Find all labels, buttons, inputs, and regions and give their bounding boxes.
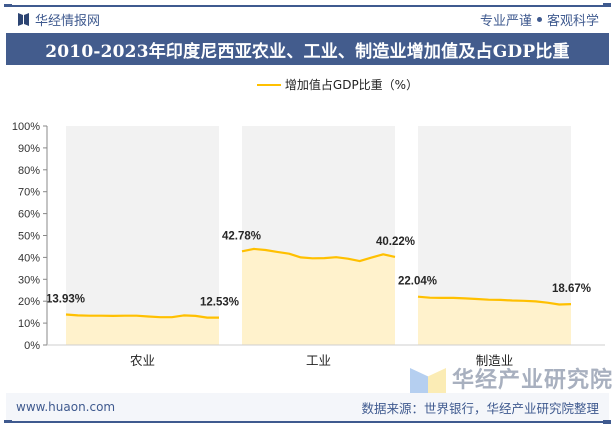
y-tick-label: 30% <box>18 274 40 286</box>
data-line <box>417 295 572 306</box>
bottom-border-line <box>4 420 611 424</box>
y-tick-label: 70% <box>18 187 40 199</box>
y-tick-label: 50% <box>18 231 40 243</box>
data-label: 40.22% <box>376 236 415 248</box>
data-label: 42.78% <box>222 230 261 242</box>
y-tick-label: 60% <box>18 209 40 221</box>
data-line <box>65 313 219 319</box>
y-axis: 0% 10% 20% 30% 40% 50% 60% 70% 80% 90% 100% <box>12 121 605 352</box>
bullet-dot-icon <box>536 17 542 22</box>
data-source: 数据来源：世界银行，华经产业研究院整理 <box>361 400 599 416</box>
page-header: 华经情报网 专业严谨 客观科学 <box>6 7 609 32</box>
area-fill <box>66 314 219 345</box>
slogan-left: 专业严谨 <box>479 14 532 29</box>
panel-background <box>66 126 219 345</box>
series-2: 42.78% 40.22% 工业 <box>222 126 415 368</box>
y-tick-label: 90% <box>18 143 40 155</box>
chart-title: 2010-2023年印度尼西亚农业、工业、制造业增加值及占GDP比重 <box>45 41 570 62</box>
website-link[interactable]: www.huaon.com <box>16 400 116 414</box>
y-tick-label: 10% <box>18 318 40 330</box>
y-tick-label: 40% <box>18 252 40 264</box>
legend-label: 增加值占GDP比重（%） <box>284 78 419 92</box>
category-label: 制造业 <box>476 354 514 368</box>
slogan-right: 客观科学 <box>546 14 599 29</box>
chart-legend: 增加值占GDP比重（%） <box>0 76 615 93</box>
watermark-cn: 华经产业研究院 <box>452 368 614 393</box>
top-border-line <box>4 3 611 7</box>
y-tick-label: 100% <box>12 121 40 133</box>
slogan: 专业严谨 客观科学 <box>480 10 599 29</box>
brand-name: 华经情报网 <box>35 14 101 29</box>
data-label: 12.53% <box>200 297 239 309</box>
area-fill <box>242 248 395 345</box>
data-line <box>241 247 396 263</box>
data-label: 13.93% <box>46 293 85 305</box>
legend-line-swatch-icon <box>256 83 281 86</box>
y-tick-label: 20% <box>18 296 40 308</box>
chart-title-bar: 2010-2023年印度尼西亚农业、工业、制造业增加值及占GDP比重 <box>6 33 609 65</box>
series-1: 13.93% 12.53% 农业 <box>46 126 239 368</box>
category-label: 工业 <box>306 354 331 368</box>
data-label: 18.67% <box>552 283 591 295</box>
series-3: 22.04% 18.67% 制造业 <box>398 126 591 368</box>
page-footer: www.huaon.com 数据来源：世界银行，华经产业研究院整理 <box>6 393 609 421</box>
area-fill <box>418 296 571 345</box>
data-label: 22.04% <box>398 276 437 288</box>
y-tick-label: 80% <box>18 165 40 177</box>
category-label: 农业 <box>130 354 155 368</box>
y-tick-label: 0% <box>24 340 40 352</box>
brand[interactable]: 华经情报网 <box>18 10 100 29</box>
